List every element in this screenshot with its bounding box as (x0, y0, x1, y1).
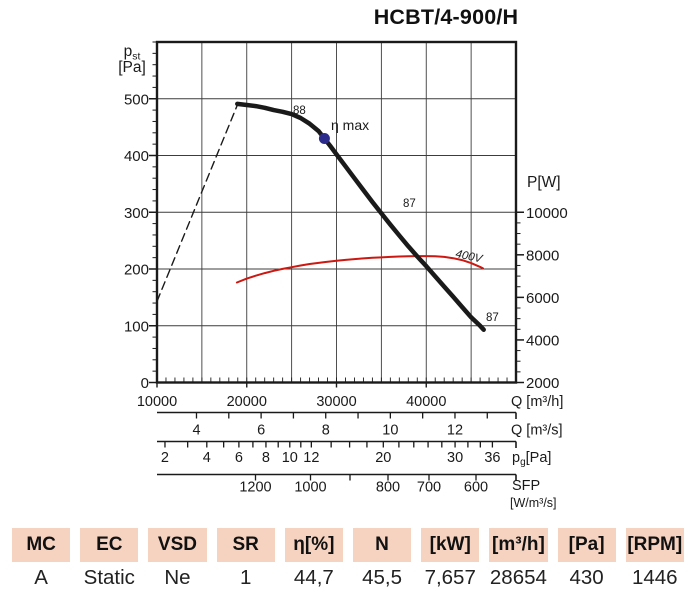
svg-text:10000: 10000 (526, 205, 568, 222)
svg-text:20000: 20000 (227, 394, 267, 410)
table-value-cell: 7,657 (424, 565, 476, 589)
svg-text:8000: 8000 (526, 247, 559, 264)
table-header-cell: [kW] (421, 528, 480, 562)
svg-text:36: 36 (484, 450, 500, 466)
svg-text:SFP: SFP (512, 478, 540, 494)
table-value-cell: A (34, 565, 48, 589)
svg-text:4: 4 (192, 423, 200, 439)
annotation-87: 87 (403, 198, 416, 210)
svg-text:12: 12 (303, 450, 319, 466)
svg-text:400: 400 (124, 148, 149, 165)
pressure-curve (235, 101, 486, 332)
svg-text:4000: 4000 (526, 332, 559, 349)
table-header-cell: EC (80, 528, 139, 562)
svg-text:Q [m³/s]: Q [m³/s] (511, 423, 563, 439)
gridlines (157, 42, 516, 383)
table-value-cell: 44,7 (293, 565, 334, 589)
svg-text:0: 0 (141, 375, 149, 392)
table-value-cell: 28654 (489, 565, 547, 589)
y-right-axis-label: P[W] (527, 174, 561, 191)
x-axis-label: Q [m³/h] (511, 394, 563, 410)
svg-text:4: 4 (203, 450, 211, 466)
svg-text:10: 10 (282, 450, 298, 466)
plot-frame (155, 40, 518, 384)
fan-curve-chart: 0 100 200 300 400 500 pst[Pa] 2000 4000 6000 8000 1… (118, 40, 568, 510)
svg-text:1200: 1200 (239, 480, 271, 496)
spec-table-header-row: MC EC VSD SR η[%] N [kW] [m³/h] [Pa] [RPM] (12, 528, 684, 562)
y-left-axis-label: pst (124, 43, 141, 63)
bottom-axis: 10000 20000 30000 40000 Q [m³/h] (137, 377, 563, 410)
svg-text:10000: 10000 (137, 394, 177, 410)
svg-text:30000: 30000 (316, 394, 356, 410)
system-resistance-line (156, 103, 239, 302)
table-value-cell: 45,5 (362, 565, 402, 589)
spec-table-value-row: A Static Ne 1 44,7 45,5 7,657 28654 430 1446 (12, 562, 684, 591)
svg-text:12: 12 (447, 423, 463, 439)
svg-text:600: 600 (464, 480, 488, 496)
svg-text:1000: 1000 (294, 480, 326, 496)
table-value-cell: 1446 (631, 565, 678, 589)
table-header-cell: SR (216, 528, 275, 562)
svg-text:6: 6 (257, 423, 265, 439)
eta-max-marker (318, 132, 330, 144)
table-header-cell: [Pa] (557, 528, 616, 562)
table-value-cell: Static (83, 565, 135, 589)
pg-axis: 2 4 6 8 10 12 20 30 36 pg[Pa] (157, 440, 551, 468)
svg-text:[Pa]: [Pa] (118, 59, 146, 76)
table-header-cell: [RPM] (625, 528, 684, 562)
svg-text:200: 200 (124, 262, 149, 279)
sfp-axis: 1200 1000 800 700 600 SFP [W/m³/s] (157, 473, 557, 510)
spec-table: MC EC VSD SR η[%] N [kW] [m³/h] [Pa] [RPM] A Stati… (12, 528, 684, 591)
svg-text:30: 30 (447, 450, 463, 466)
table-value-cell: Ne (164, 565, 191, 589)
left-axis: 0 100 200 300 400 500 pst[Pa] (118, 41, 157, 392)
svg-text:20: 20 (375, 450, 391, 466)
page-title: HCBT/4-900/H (373, 5, 519, 29)
annotation-η-max: η max (331, 117, 369, 133)
svg-text:2: 2 (161, 450, 169, 466)
power-curve-400V (235, 255, 484, 284)
annotation-87: 87 (486, 312, 499, 324)
table-value-cell: 430 (569, 565, 604, 589)
svg-text:300: 300 (124, 205, 149, 222)
table-header-cell: [m³/h] (489, 528, 548, 562)
svg-text:500: 500 (124, 91, 149, 108)
svg-text:2000: 2000 (526, 375, 559, 392)
svg-text:6: 6 (235, 450, 243, 466)
svg-text:8: 8 (262, 450, 270, 466)
table-header-cell: N (352, 528, 412, 562)
svg-text:700: 700 (417, 480, 441, 496)
table-header-cell: VSD (148, 528, 207, 562)
annotation-88: 88 (293, 105, 306, 117)
svg-text:100: 100 (124, 318, 149, 335)
svg-text:8: 8 (322, 423, 330, 439)
q-m3s-axis: 4 6 8 10 12 Q [m³/s] (157, 411, 563, 439)
svg-text:[W/m³/s]: [W/m³/s] (510, 496, 557, 510)
svg-text:800: 800 (376, 480, 400, 496)
table-header-cell: η[%] (284, 528, 343, 562)
svg-text:pg[Pa]: pg[Pa] (512, 450, 551, 468)
svg-text:40000: 40000 (406, 394, 446, 410)
table-value-cell: 1 (239, 565, 252, 589)
curve-annotations: 88 87 87 400V η max (293, 105, 499, 324)
svg-text:6000: 6000 (526, 290, 559, 307)
table-header-cell: MC (12, 528, 71, 562)
right-axis: 2000 4000 6000 8000 10000 P[W] (516, 174, 568, 392)
annotation-400V: 400V (454, 248, 484, 266)
svg-text:10: 10 (382, 423, 398, 439)
